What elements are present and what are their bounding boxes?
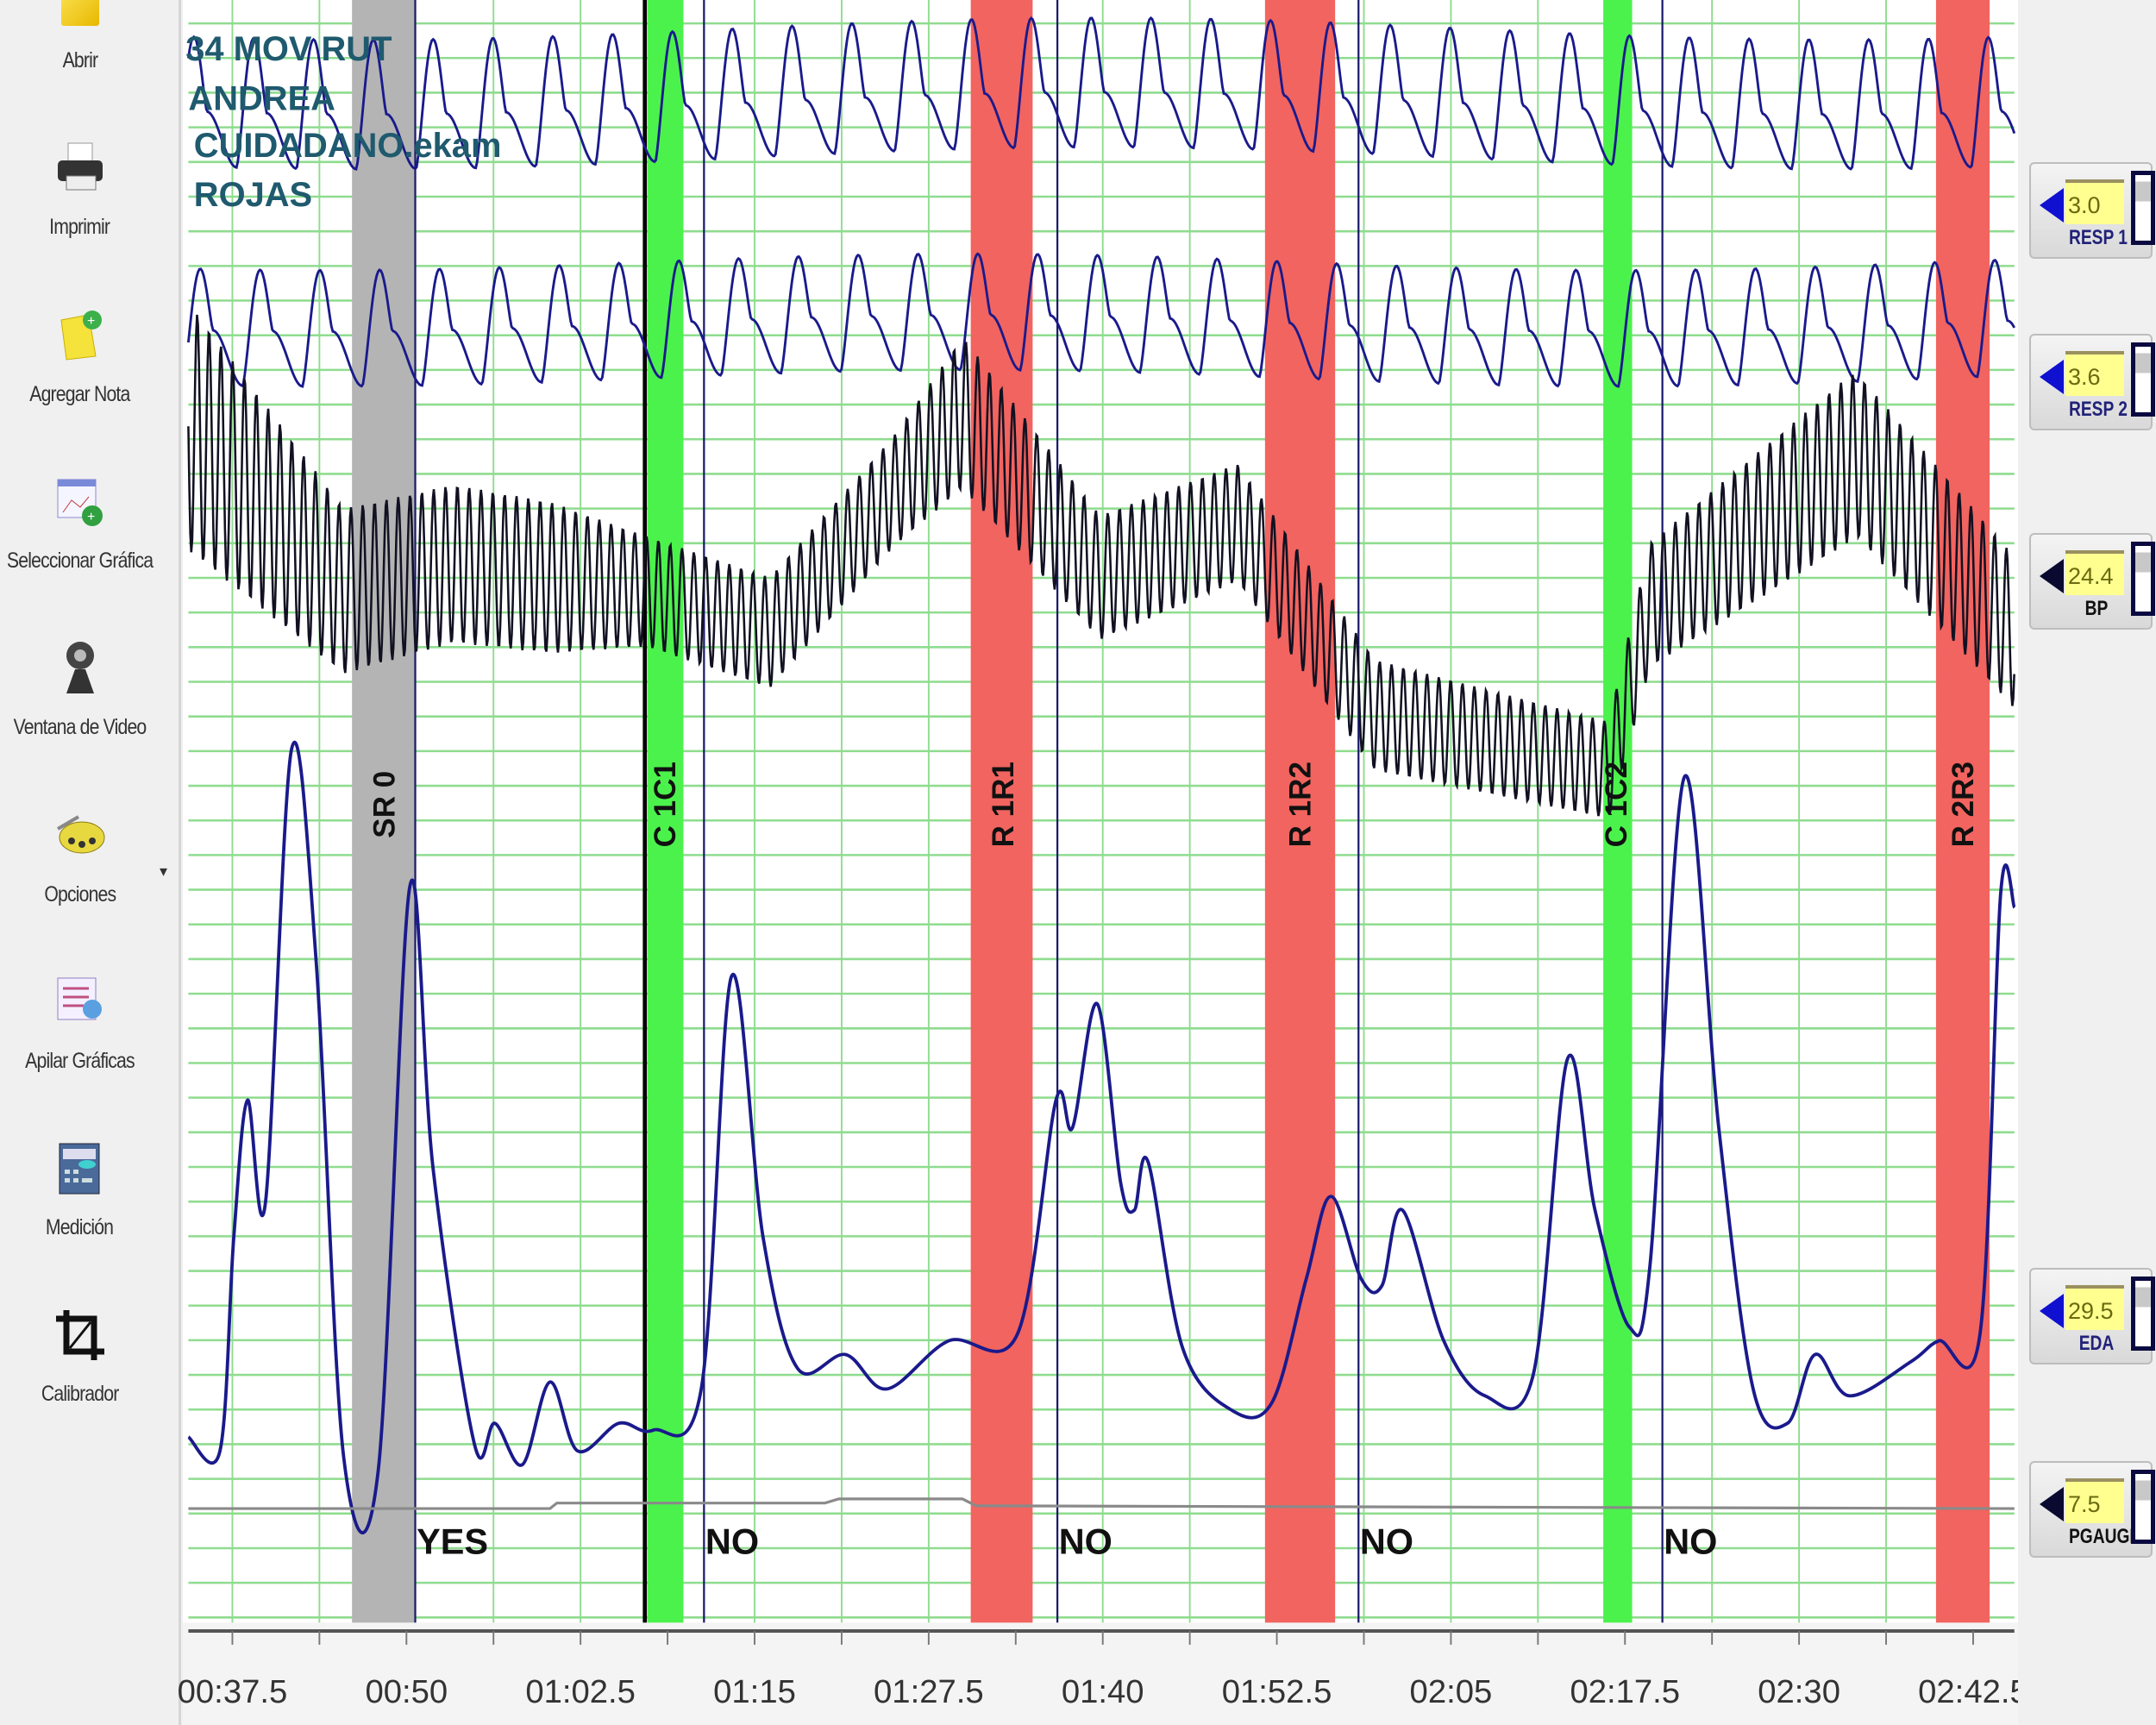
sidebar-item-label: Agregar Nota	[29, 381, 130, 406]
channel-control-bp[interactable]: 24.4 BP	[2029, 533, 2155, 630]
exam-info-line: ROJAS	[194, 176, 312, 214]
folder-open-icon	[50, 0, 110, 36]
event-band-green[interactable]	[647, 0, 684, 1623]
exam-info-line: ANDREA	[188, 80, 335, 118]
axis-tick-label: 01:02.5	[525, 1673, 636, 1710]
channel-name: RESP 2	[2069, 398, 2128, 421]
event-band-gray[interactable]	[352, 0, 416, 1623]
sidebar-item-imprimir[interactable]: Imprimir	[0, 134, 160, 289]
axis-tick-label: 02:05	[1410, 1673, 1493, 1710]
options-dropdown-caret-icon[interactable]: ▾	[160, 862, 168, 880]
event-label: R 1R2	[1283, 762, 1317, 847]
exam-info: 34 MOV RUT ANDREA CUIDADANO.ekam ROJAS	[185, 30, 501, 214]
channel-control-eda[interactable]: 29.5 EDA	[2029, 1268, 2155, 1364]
channel-position-slider[interactable]	[2131, 1470, 2155, 1544]
channel-position-slider[interactable]	[2131, 542, 2155, 616]
event-label: C 1C2	[1600, 762, 1633, 847]
event-labels: SR 0 YES C 1C1 NO R 1R1 NO R 1R2 NO C 1C2 NO R 2R3	[368, 762, 1980, 1562]
axis-tick-label: 02:30	[1758, 1673, 1840, 1710]
printer-icon	[50, 134, 110, 203]
bp-trace	[187, 314, 2015, 817]
channel-sensitivity-value[interactable]: 7.5	[2065, 1478, 2124, 1523]
answer-label: NO	[1664, 1521, 1717, 1562]
sidebar-item-apilar-gr-ficas[interactable]: Apilar Gráficas	[0, 968, 160, 1123]
axis-tick-label: 01:15	[713, 1673, 796, 1710]
eda-trace	[187, 740, 2016, 1534]
channel-sensitivity-value[interactable]: 24.4	[2065, 550, 2124, 595]
select-chart-icon: +	[50, 467, 110, 536]
traces	[187, 16, 2016, 1534]
axis-tick-label: 01:52.5	[1222, 1673, 1332, 1710]
crop-calibrate-icon	[50, 1301, 110, 1370]
axis-tick-label: 01:40	[1062, 1673, 1144, 1710]
sidebar-item-seleccionar-gr-fica[interactable]: + Seleccionar Gráfica	[0, 467, 160, 623]
channel-select-arrow-icon[interactable]	[2040, 360, 2064, 394]
channel-panel: 3.0 RESP 1 3.6 RESP 2 24.4 BP 29.5 EDA 7.5 PGAUGE	[2018, 0, 2156, 1725]
gears-icon	[50, 801, 110, 870]
channel-name: RESP 1	[2069, 226, 2128, 249]
channel-select-arrow-icon[interactable]	[2040, 188, 2064, 223]
sidebar-item-agregar-nota[interactable]: + Agregar Nota	[0, 301, 160, 456]
axis-tick-label: 00:50	[365, 1673, 448, 1710]
sidebar-item-calibrador[interactable]: Calibrador	[0, 1301, 160, 1456]
axis-tick-label: 02:17.5	[1570, 1673, 1680, 1710]
channel-position-slider[interactable]	[2131, 171, 2155, 245]
event-label: SR 0	[368, 771, 402, 838]
sidebar-item-ventana-de-video[interactable]: Ventana de Video	[0, 634, 160, 789]
axis-tick-label: 02:42.5	[1918, 1673, 2028, 1710]
sidebar-item-label: Abrir	[62, 48, 97, 72]
event-bands	[352, 0, 1990, 1623]
channel-name: EDA	[2078, 1332, 2115, 1355]
toolbar-sidebar: Abrir Imprimir + Agregar Nota + Seleccionar G…	[0, 0, 181, 1725]
sidebar-item-label: Imprimir	[49, 215, 111, 240]
event-label: R 1R1	[987, 762, 1020, 847]
sidebar-item-label: Calibrador	[41, 1382, 119, 1407]
add-note-icon: +	[50, 301, 110, 370]
exam-info-line: 34 MOV RUT	[185, 30, 392, 68]
axis-tick-label: 00:37.5	[178, 1673, 288, 1710]
sidebar-item-label: Seleccionar Gráfica	[6, 548, 154, 573]
channel-sensitivity-value[interactable]: 29.5	[2065, 1285, 2124, 1330]
sidebar-item-label: Medición	[46, 1215, 114, 1240]
channel-position-slider[interactable]	[2131, 342, 2155, 417]
event-band-red[interactable]	[1264, 0, 1336, 1623]
channel-select-arrow-icon[interactable]	[2040, 1294, 2064, 1328]
channel-select-arrow-icon[interactable]	[2040, 559, 2064, 593]
measurement-icon	[50, 1134, 110, 1203]
event-band-red[interactable]	[1935, 0, 1990, 1623]
axis-tick-label: 01:27.5	[874, 1673, 984, 1710]
channel-sensitivity-value[interactable]: 3.0	[2065, 179, 2124, 224]
time-axis: 00:37.5 00:50 01:02.5 01:15 01:27.5 01:40 01:5…	[178, 1622, 2028, 1725]
channel-control-resp-2[interactable]: 3.6 RESP 2	[2029, 334, 2155, 430]
answer-label: NO	[1360, 1521, 1413, 1562]
channel-control-pgauge[interactable]: 7.5 PGAUGE	[2029, 1461, 2155, 1558]
channel-select-arrow-icon[interactable]	[2040, 1487, 2064, 1521]
sidebar-item-label: Ventana de Video	[13, 715, 147, 740]
event-label: C 1C1	[649, 762, 682, 847]
sidebar-item-label: Apilar Gráficas	[25, 1048, 135, 1073]
stack-charts-icon	[50, 968, 110, 1037]
channel-position-slider[interactable]	[2131, 1276, 2155, 1351]
sidebar-item-label: Opciones	[44, 881, 116, 906]
channel-name: BP	[2084, 597, 2109, 620]
resp2-trace	[187, 252, 2016, 388]
svg-text:+: +	[87, 314, 95, 329]
webcam-icon	[50, 634, 110, 703]
event-band-green[interactable]	[1603, 0, 1633, 1623]
sidebar-item-opciones[interactable]: Opciones	[0, 801, 160, 957]
answer-label: NO	[705, 1521, 759, 1562]
sidebar-item-abrir[interactable]: Abrir	[0, 0, 160, 122]
resp1-trace	[187, 16, 2016, 171]
channel-name: PGAUGE	[2069, 1525, 2141, 1548]
pgauge-trace	[188, 1497, 2015, 1510]
answer-label: YES	[417, 1521, 488, 1562]
event-label: R 2R3	[1946, 762, 1980, 847]
channel-control-resp-1[interactable]: 3.0 RESP 1	[2029, 162, 2155, 259]
sidebar-item-medici-n[interactable]: Medición	[0, 1134, 160, 1289]
svg-text:+: +	[87, 510, 95, 524]
answer-label: NO	[1059, 1521, 1112, 1562]
channel-sensitivity-value[interactable]: 3.6	[2065, 351, 2124, 396]
exam-info-line: CUIDADANO.ekam	[194, 127, 502, 165]
